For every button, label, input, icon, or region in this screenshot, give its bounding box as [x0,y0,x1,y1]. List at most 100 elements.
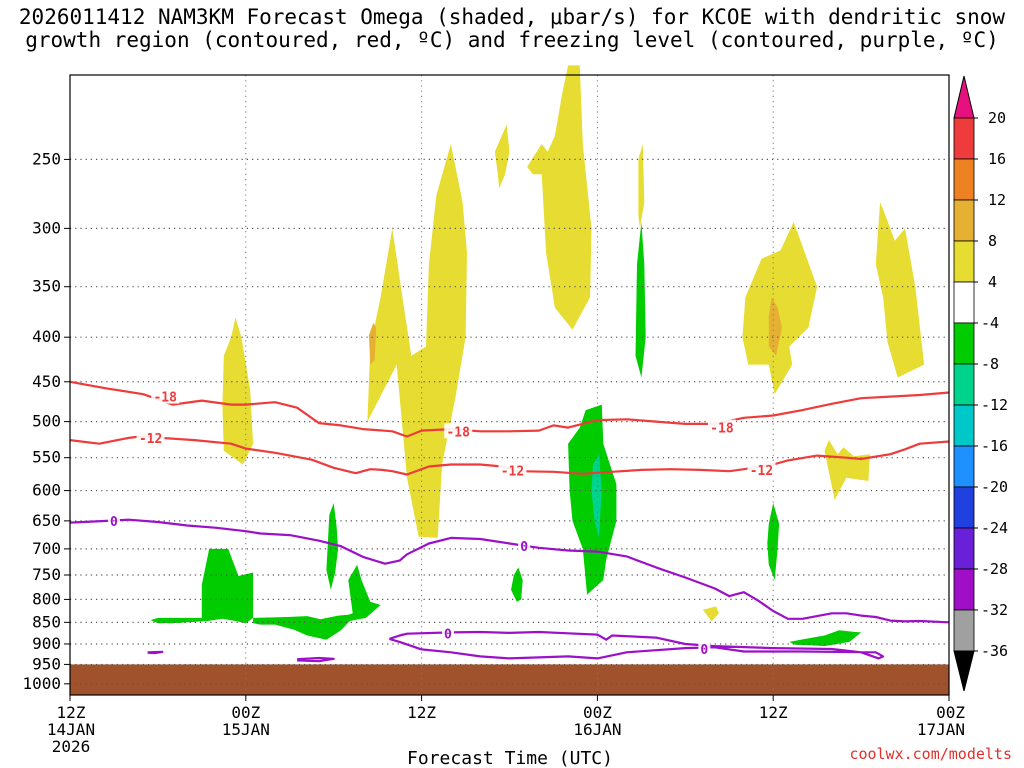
y-tick-label: 350 [32,277,61,296]
colorbar-label: 4 [988,273,997,291]
colorbar-bin [953,322,975,365]
x-tick-label: 14JAN [47,720,95,739]
omega-region [875,202,925,378]
contour-line [69,435,950,476]
omega-region [568,404,617,595]
colorbar-bin [953,281,975,324]
title-line-1: 2026011412 NAM3KM Forecast Omega (shaded… [18,5,1006,29]
contour-label: 0 [520,540,528,555]
y-tick-label: 500 [32,412,61,431]
x-tick-label: 12Z [57,703,86,722]
contour-label: 0 [110,515,118,530]
omega-region [824,440,870,500]
contour-label-bg [107,512,120,528]
x-tick-label: 17JAN [917,720,965,739]
contour-line [147,650,164,655]
credit-label: coolwx.com/modelts [849,745,1012,763]
colorbar-bin [953,199,975,242]
colorbar-bin [953,486,975,529]
colorbar-label: -36 [981,642,1008,660]
colorbar-bin [953,363,975,406]
contour-label: -18 [153,391,177,406]
contour-label: 0 [700,643,708,658]
grid [70,75,949,695]
colorbar-label: 20 [988,109,1006,127]
omega-region [591,454,602,538]
x-tick-label: 00Z [583,703,612,722]
omega-region [511,567,523,602]
contour-label: -18 [710,422,734,437]
colorbar-bin [953,609,975,652]
y-tick-label: 550 [32,448,61,467]
omega-region [742,222,818,395]
y-tick-label: 1000 [22,674,61,693]
omega-region [222,317,254,465]
contours: -18 -18 -18 -12 -12 -12 0 0 0 0 [69,380,950,663]
chart-title: 2026011412 NAM3KM Forecast Omega (shaded… [0,6,1024,52]
colorbar-top-arrow [953,75,975,119]
contour-line [69,380,950,438]
contour-label-bg [151,388,180,404]
contour-label-bg [136,429,165,445]
y-tick-label: 400 [32,327,61,346]
omega-region [326,503,339,590]
x-tick-label: 00Z [231,703,260,722]
y-tick-label: 700 [32,539,61,558]
omega-region [253,564,381,640]
omega-shading [150,65,925,647]
omega-region [150,548,254,624]
omega-region [702,606,719,622]
x-tick-label: 00Z [936,703,965,722]
colorbar-label: -20 [981,478,1008,496]
omega-region [768,297,782,356]
ground [70,664,949,695]
colorbar-label: 8 [988,232,997,250]
y-tick-label: 850 [32,612,61,631]
colorbar-bin [953,527,975,570]
colorbar-bin [953,445,975,488]
contour-label-bg [707,419,736,435]
colorbar-bin [953,568,975,611]
y-tick-label: 250 [32,149,61,168]
omega-region [494,124,510,189]
omega-region [638,144,645,229]
colorbar-label: -4 [981,314,999,332]
colorbar-label: -8 [981,355,999,373]
y-tick-label: 750 [32,565,61,584]
y-tick-label: 450 [32,372,61,391]
contour-label-bg [444,423,473,439]
colorbar-label: -12 [981,396,1008,414]
y-tick-label: 900 [32,634,61,653]
contour-label-bg [747,461,776,477]
y-tick-label: 800 [32,589,61,608]
omega-region [767,503,780,580]
y-tick-label: 300 [32,218,61,237]
x-tick-label: 2026 [52,737,91,756]
colorbar-bin [953,117,975,160]
colorbar-label: -28 [981,560,1008,578]
x-tick-label: 15JAN [222,720,270,739]
contour-label: -18 [446,425,470,440]
x-axis-title: Forecast Time (UTC) [407,748,613,768]
colorbar-label: -24 [981,519,1008,537]
colorbar-label: 12 [988,191,1006,209]
colorbar: 20 16 12 8 4 -4 -8 -12 -16 -20 -24 -28 -32 -36 [953,75,1008,692]
contour-line [69,518,950,624]
omega-region [527,65,592,330]
contour-label-bg [518,538,531,554]
x-tick-label: 16JAN [573,720,621,739]
colorbar-bin [953,240,975,283]
plot-frame [69,74,950,696]
colorbar-bin [953,404,975,447]
colorbar-label: -32 [981,601,1008,619]
y-axis: 250 300 350 400 450 500 550 600 650 700 750 800 850 9… [22,149,70,693]
contour-label: 0 [444,628,452,643]
contour-label-bg [698,640,711,656]
x-tick-label: 12Z [407,703,436,722]
omega-region [368,322,377,365]
colorbar-label: -16 [981,437,1008,455]
colorbar-bottom-arrow [953,650,975,692]
contour-label-bg [498,462,527,478]
